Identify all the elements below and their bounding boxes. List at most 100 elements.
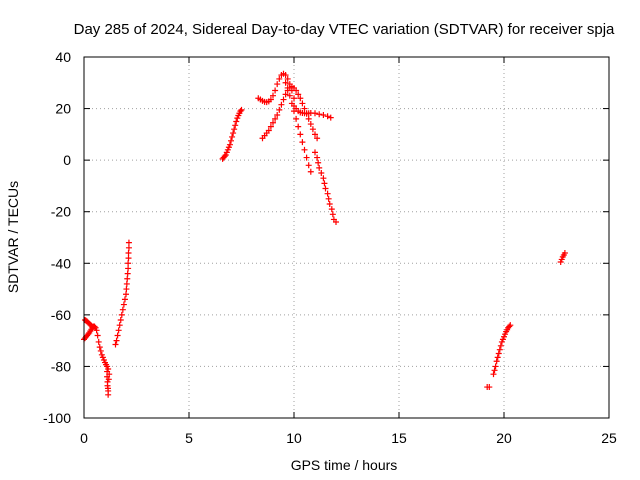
plot-frame — [83, 56, 610, 419]
data-point — [267, 96, 274, 103]
data-point — [492, 363, 499, 370]
data-point — [272, 115, 279, 122]
data-point — [490, 371, 497, 378]
data-point — [97, 347, 104, 354]
data-point — [333, 219, 339, 226]
data-point — [270, 92, 276, 99]
data-point — [506, 323, 513, 330]
y-tick-label: -20 — [51, 204, 71, 220]
x-tick-label: 15 — [391, 430, 407, 446]
data-point — [493, 358, 500, 365]
data-point — [329, 211, 336, 218]
data-point — [316, 164, 323, 171]
data-point — [326, 200, 333, 207]
data-point — [276, 106, 283, 113]
data-point — [291, 95, 297, 102]
data-point — [272, 87, 279, 94]
data-point — [282, 79, 289, 86]
data-point — [265, 127, 272, 134]
data-point — [324, 113, 331, 120]
data-point — [125, 244, 132, 251]
data-point — [286, 92, 293, 99]
data-point — [280, 96, 287, 103]
data-point — [307, 168, 314, 175]
data-point — [276, 75, 283, 82]
data-point — [295, 123, 302, 130]
data-point — [238, 106, 245, 113]
data-point — [120, 301, 127, 308]
data-point — [125, 249, 132, 256]
data-point — [237, 108, 244, 115]
data-point — [115, 327, 122, 334]
data-point — [320, 175, 327, 182]
data-point — [297, 95, 304, 102]
data-point — [321, 180, 328, 187]
y-axis-label: SDTVAR / TECUs — [5, 181, 21, 293]
data-point — [274, 112, 281, 119]
data-point — [295, 91, 302, 98]
data-point — [307, 121, 314, 128]
data-point — [228, 137, 234, 144]
data-point — [124, 270, 131, 277]
x-tick-labels: 0 5 10 15 20 25 — [80, 430, 617, 446]
data-point — [95, 338, 102, 345]
data-point — [93, 327, 100, 334]
data-point — [112, 341, 119, 348]
data-point — [293, 115, 300, 122]
data-point — [226, 141, 233, 148]
y-tick-label: -100 — [43, 410, 71, 426]
y-tick-label: 40 — [55, 49, 71, 65]
data-point — [113, 337, 120, 344]
data-point — [301, 146, 308, 153]
data-point — [318, 170, 325, 177]
grid-lines — [84, 57, 609, 418]
data-point — [124, 275, 131, 282]
data-point — [303, 154, 310, 161]
data-point — [117, 317, 124, 324]
data-point — [267, 123, 274, 130]
data-point — [96, 344, 103, 351]
x-axis-label: GPS time / hours — [291, 457, 398, 473]
data-point — [230, 130, 237, 137]
data-point — [282, 72, 289, 79]
data-point — [282, 91, 289, 98]
y-tick-label: 20 — [55, 101, 71, 117]
x-tick-label: 20 — [496, 430, 512, 446]
data-point — [123, 286, 130, 293]
data-points — [81, 70, 568, 398]
data-point — [125, 239, 132, 246]
data-point — [105, 391, 112, 398]
data-point — [494, 354, 501, 361]
y-tick-label: -60 — [51, 307, 71, 323]
data-point — [314, 135, 321, 142]
data-point — [270, 119, 276, 126]
data-point — [305, 115, 312, 122]
data-point — [299, 100, 306, 107]
data-point — [114, 332, 121, 339]
data-point — [231, 126, 238, 133]
y-tick-labels: 40 20 0 -20 -40 -60 -80 -100 — [43, 49, 71, 426]
data-point — [293, 87, 300, 94]
data-point — [320, 112, 327, 119]
data-point — [497, 342, 504, 349]
data-point — [495, 350, 502, 357]
x-tick-label: 5 — [185, 430, 193, 446]
data-point — [105, 376, 112, 383]
axis-ticks — [83, 56, 610, 419]
data-point — [305, 162, 312, 169]
data-point — [88, 322, 95, 329]
data-point — [324, 190, 331, 197]
data-point — [123, 280, 130, 287]
data-point — [118, 311, 125, 318]
data-point — [119, 306, 126, 313]
data-point — [121, 296, 128, 303]
y-tick-label: 0 — [63, 152, 71, 168]
data-point — [496, 346, 503, 353]
data-point — [274, 81, 281, 88]
data-point — [322, 185, 329, 192]
data-point — [229, 133, 236, 140]
y-tick-label: -80 — [51, 358, 71, 374]
data-point — [325, 195, 332, 202]
data-point — [507, 322, 514, 329]
